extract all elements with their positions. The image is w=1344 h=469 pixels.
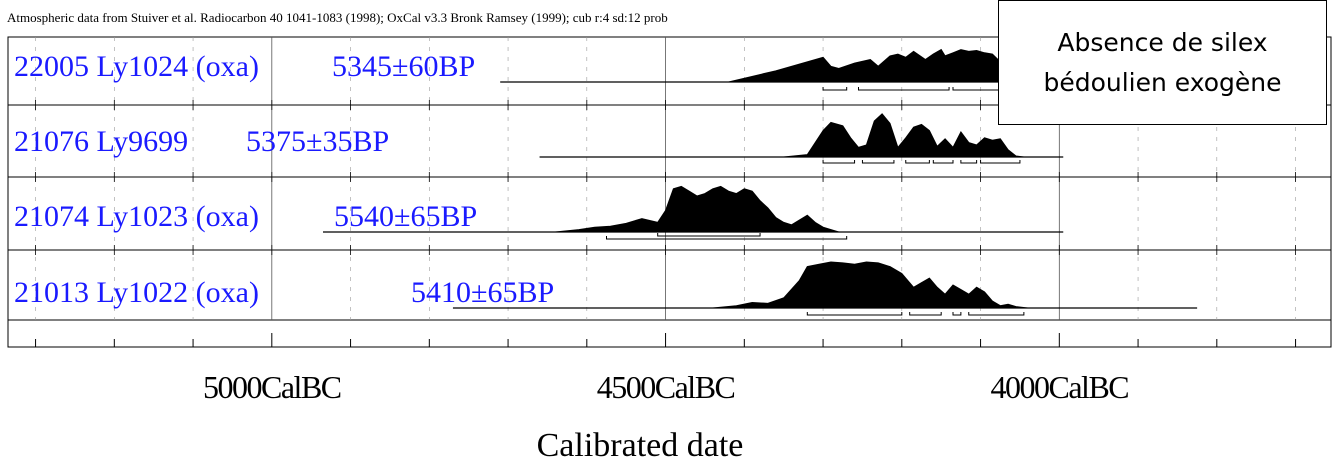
tick-label: 4500CalBC [597,369,735,405]
series-rows: 22005 Ly1024 (oxa) 5345±60BP 21076 Ly9699 5… [14,48,1198,316]
range-bracket [980,160,1021,164]
density-area [783,113,1040,158]
range-bracket [822,160,856,164]
series-label: 21076 Ly9699 [14,125,188,158]
series-row: 21076 Ly9699 5375±35BP [14,113,1064,164]
range-bracket [909,312,942,316]
series-label: 21074 Ly1023 (oxa) [14,200,259,233]
plot-frame [7,36,1332,348]
range-bracket [606,236,848,240]
x-axis-title: Calibrated date [537,427,744,464]
series-date-label: 5345±60BP [332,50,475,83]
chart-header: Atmospheric data from Stuiver et al. Rad… [7,10,668,25]
tick-label: 5000CalBC [203,369,341,405]
series-label: 22005 Ly1024 (oxa) [14,50,259,83]
series-date-label: 5410±65BP [411,276,554,309]
x-axis: 5000CalBC 4500CalBC 4000CalBC [35,100,1297,405]
annotation-line-2: bédoulien exogène [1043,67,1282,97]
range-bracket [858,87,950,91]
range-bracket [952,312,962,316]
density-area [712,261,1028,309]
range-bracket [932,160,954,164]
series-date-label: 5375±35BP [246,125,389,158]
series-date-label: 5540±65BP [334,200,477,233]
range-bracket [657,233,761,237]
range-bracket [861,160,895,164]
range-bracket [968,312,1025,316]
range-bracket [822,87,848,91]
series-row: 21013 Ly1022 (oxa) 5410±65BP [14,261,1198,316]
series-row: 22005 Ly1024 (oxa) 5345±60BP [14,48,1072,91]
range-bracket [806,312,903,316]
density-area [665,48,1056,83]
tick-label: 4000CalBC [991,369,1129,405]
series-label: 21013 Ly1022 (oxa) [14,276,259,309]
annotation-box: Absence de silex bédoulien exogène [998,0,1327,125]
range-bracket [905,160,930,164]
annotation-line-1: Absence de silex [1057,27,1268,57]
range-bracket [960,160,978,164]
density-area [555,185,839,233]
series-row: 21074 Ly1023 (oxa) 5540±65BP [14,185,1064,240]
